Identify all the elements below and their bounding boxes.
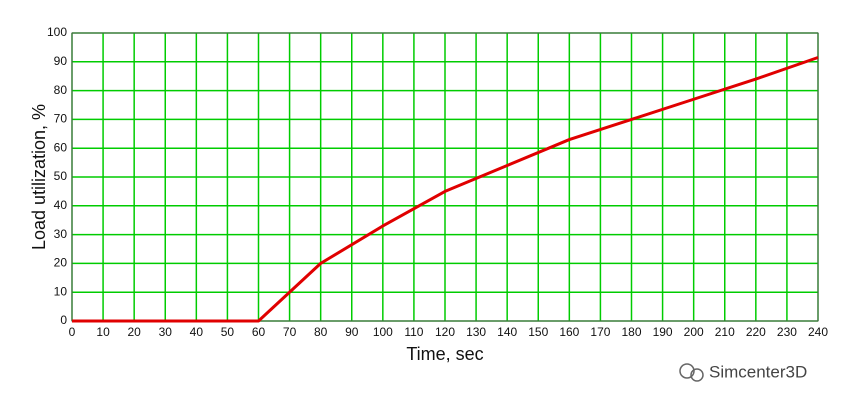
- x-tick-label: 230: [777, 325, 797, 339]
- x-tick-label: 80: [314, 325, 328, 339]
- y-tick-label: 60: [54, 140, 68, 154]
- x-tick-label: 60: [252, 325, 266, 339]
- x-tick-label: 150: [528, 325, 548, 339]
- data-line: [72, 56, 819, 323]
- y-tick-label: 0: [60, 313, 67, 327]
- y-tick-label: 10: [54, 284, 68, 298]
- x-tick-label: 50: [221, 325, 235, 339]
- x-tick-label: 40: [190, 325, 204, 339]
- x-tick-label: 20: [127, 325, 141, 339]
- x-tick-label: 0: [69, 325, 76, 339]
- watermark-icon: [679, 363, 704, 382]
- y-tick-label: 20: [54, 256, 68, 270]
- y-tick-label: 40: [54, 198, 68, 212]
- x-tick-label: 70: [283, 325, 297, 339]
- x-tick-label: 200: [684, 325, 704, 339]
- y-tick-label: 80: [54, 83, 68, 97]
- x-tick-label: 180: [621, 325, 641, 339]
- x-tick-label: 120: [435, 325, 455, 339]
- y-tick-label: 50: [54, 169, 68, 183]
- y-tick-label: 70: [54, 112, 68, 126]
- x-tick-label: 30: [159, 325, 173, 339]
- x-tick-label: 100: [373, 325, 393, 339]
- x-tick-label: 110: [404, 325, 423, 339]
- x-tick-label: 140: [497, 325, 517, 339]
- x-tick-label: 90: [345, 325, 359, 339]
- x-tick-label: 220: [746, 325, 766, 339]
- x-tick-label: 210: [715, 325, 735, 339]
- x-tick-label: 130: [466, 325, 486, 339]
- x-tick-label: 160: [559, 325, 579, 339]
- x-tick-label: 240: [808, 325, 828, 339]
- x-tick-label: 190: [653, 325, 673, 339]
- y-tick-label: 30: [54, 227, 68, 241]
- watermark: Simcenter3D: [709, 362, 807, 381]
- plot-border: [71, 32, 819, 322]
- y-axis-title: Load utilization, %: [29, 104, 49, 250]
- x-axis-title: Time, sec: [406, 344, 483, 364]
- y-tick-label: 90: [54, 54, 68, 68]
- x-tick-label: 170: [590, 325, 610, 339]
- y-tick-label: 100: [47, 25, 67, 39]
- x-tick-label: 10: [96, 325, 110, 339]
